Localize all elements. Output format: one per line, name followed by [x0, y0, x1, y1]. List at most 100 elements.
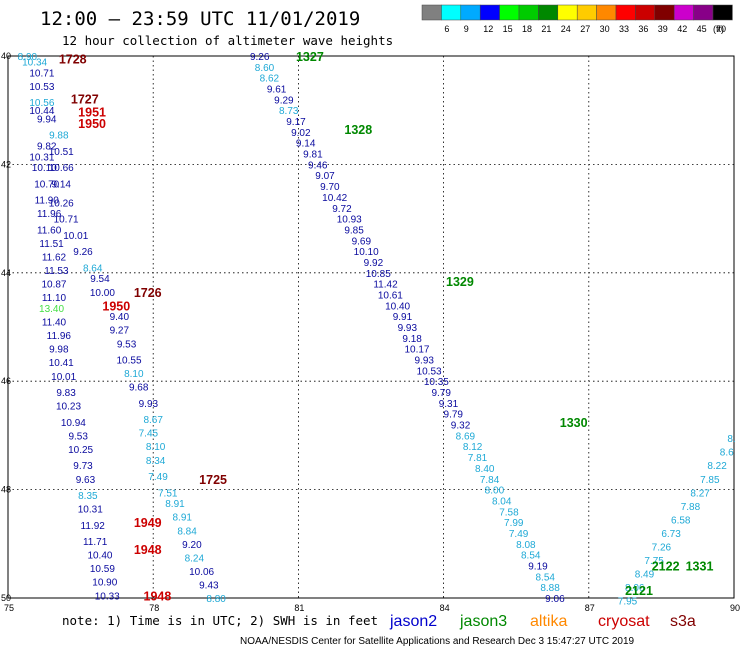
wave-height-value: 9.63 — [76, 475, 96, 486]
pass-time-label: 1948 — [134, 543, 162, 557]
wave-height-value: 13.40 — [39, 304, 64, 315]
wave-height-value: 8.84 — [177, 526, 197, 537]
wave-height-value: 7.58 — [499, 507, 519, 518]
satellite-altika: altika — [530, 613, 567, 630]
legend-swatch — [538, 4, 559, 21]
pass-time-label: 1330 — [560, 416, 588, 430]
pass-time-label: 2121 — [625, 584, 653, 598]
wave-height-value: 8.90 — [18, 52, 38, 63]
wave-height-value: 9.68 — [129, 383, 149, 394]
wave-height-value: 10.61 — [378, 290, 403, 301]
x-tick-label: 90 — [730, 603, 740, 613]
wave-height-value: 7.51 — [158, 488, 178, 499]
footer-credit: NOAA/NESDIS Center for Satellite Applica… — [240, 636, 635, 647]
legend-unit-label: (ft) — [713, 24, 724, 34]
wave-height-value: 8.80 — [206, 594, 226, 605]
pass-time-label: 1328 — [344, 123, 372, 137]
wave-height-value: 10.71 — [54, 215, 79, 226]
legend-tick-label: 36 — [638, 24, 648, 34]
wave-height-value: 8.00 — [485, 486, 505, 497]
wave-height-value: 8.67 — [143, 415, 163, 426]
wave-height-value: 10.31 — [29, 152, 54, 163]
legend-tick-label: 42 — [677, 24, 687, 34]
legend-tick-label: 24 — [561, 24, 571, 34]
wave-height-value: 9.93 — [415, 356, 435, 367]
wave-height-value: 8.40 — [475, 464, 495, 475]
wave-height-value: 10.31 — [78, 505, 103, 516]
wave-height-value: 8.10 — [124, 369, 144, 380]
satellite-jason3: jason3 — [459, 613, 507, 630]
pass-time-label: 1727 — [71, 92, 99, 106]
legend-swatch — [615, 4, 636, 21]
pass-time-label: 1950 — [102, 299, 130, 313]
wave-height-value: 9.31 — [439, 399, 459, 410]
wave-height-value: 10.33 — [95, 591, 120, 602]
grid-lines — [8, 56, 734, 598]
wave-height-value: 8.73 — [279, 106, 299, 117]
plot-frame — [7, 55, 735, 599]
pass-time-label: 1331 — [686, 559, 714, 573]
wave-height-value: 9.07 — [315, 171, 335, 182]
wave-height-value: 9.69 — [352, 236, 372, 247]
wave-height-value: 10.40 — [87, 551, 112, 562]
wave-height-value: 9.81 — [303, 150, 323, 161]
pass-time-label: 1950 — [78, 117, 106, 131]
wave-height-value: 10.06 — [189, 567, 214, 578]
wave-height-value: 8.6 — [720, 448, 734, 459]
wave-height-value: 9.85 — [344, 225, 364, 236]
wave-height-value: 10.70 — [34, 179, 59, 190]
wave-height-value: 7.81 — [468, 453, 488, 464]
wave-height-value: 10.26 — [49, 198, 74, 209]
wave-height-value: 9.43 — [199, 580, 219, 591]
wave-height-value: 10.00 — [90, 288, 115, 299]
wave-height-value: 9.18 — [402, 334, 422, 345]
x-tick-label: 84 — [440, 603, 450, 613]
wave-height-value: 11.42 — [373, 280, 398, 291]
wave-height-value: 9.98 — [49, 345, 69, 356]
wave-height-value: 9.53 — [117, 339, 137, 350]
wave-height-value: 10.87 — [41, 280, 66, 291]
wave-height-value: 9.53 — [68, 431, 88, 442]
y-tick-label: 50 — [1, 593, 11, 603]
wave-height-value: 9.32 — [451, 421, 471, 432]
wave-height-value: 10.40 — [385, 301, 410, 312]
legend-tick-label: 70 — [716, 24, 726, 34]
legend-tick-label: 18 — [522, 24, 532, 34]
wave-height-value: 10.56 — [29, 98, 54, 109]
wave-height-value: 6.58 — [671, 515, 691, 526]
wave-height-value: 11.10 — [42, 293, 67, 304]
wave-height-value: 10.55 — [116, 356, 141, 367]
legend-swatch — [557, 4, 578, 21]
wave-height-value: 9.73 — [73, 461, 93, 472]
wave-height-value: 8.22 — [707, 461, 727, 472]
wave-height-value: 9.40 — [110, 312, 130, 323]
track-values: 10.3410.7110.5310.569.949.8810.5110.669.… — [18, 52, 736, 608]
wave-height-value: 11.90 — [35, 196, 60, 207]
y-tick-label: 40 — [1, 51, 11, 61]
wave-height-value: 9.79 — [431, 388, 451, 399]
wave-height-value: 9.20 — [182, 540, 202, 551]
wave-height-value: 10.25 — [68, 445, 93, 456]
satellite-jason2: jason2 — [389, 613, 437, 630]
wave-height-value: 11.60 — [37, 225, 62, 236]
wave-height-value: 9.93 — [398, 323, 418, 334]
legend-swatch — [693, 4, 714, 21]
wave-height-value: 9.82 — [37, 141, 57, 152]
wave-height-value: 10.85 — [366, 269, 391, 280]
wave-height-value: 9.46 — [308, 160, 328, 171]
wave-height-value: 9.17 — [286, 117, 306, 128]
wave-height-value: 8.12 — [463, 442, 483, 453]
wave-height-value: 9.26 — [250, 52, 270, 63]
wave-height-value: 7.95 — [618, 597, 638, 608]
wave-height-value: 7.75 — [644, 556, 664, 567]
wave-height-value: 10.90 — [92, 578, 117, 589]
satellite-cryosat: cryosat — [598, 613, 650, 630]
wave-height-value: 8.10 — [146, 442, 166, 453]
wave-height-value: 9.14 — [296, 139, 316, 150]
wave-height-value: 10.44 — [29, 106, 54, 117]
wave-height-value: 11.53 — [44, 266, 69, 277]
legend-tick-label: 9 — [464, 24, 469, 34]
wave-height-value: 11.40 — [42, 318, 67, 329]
wave-height-value: 10.34 — [22, 57, 47, 68]
